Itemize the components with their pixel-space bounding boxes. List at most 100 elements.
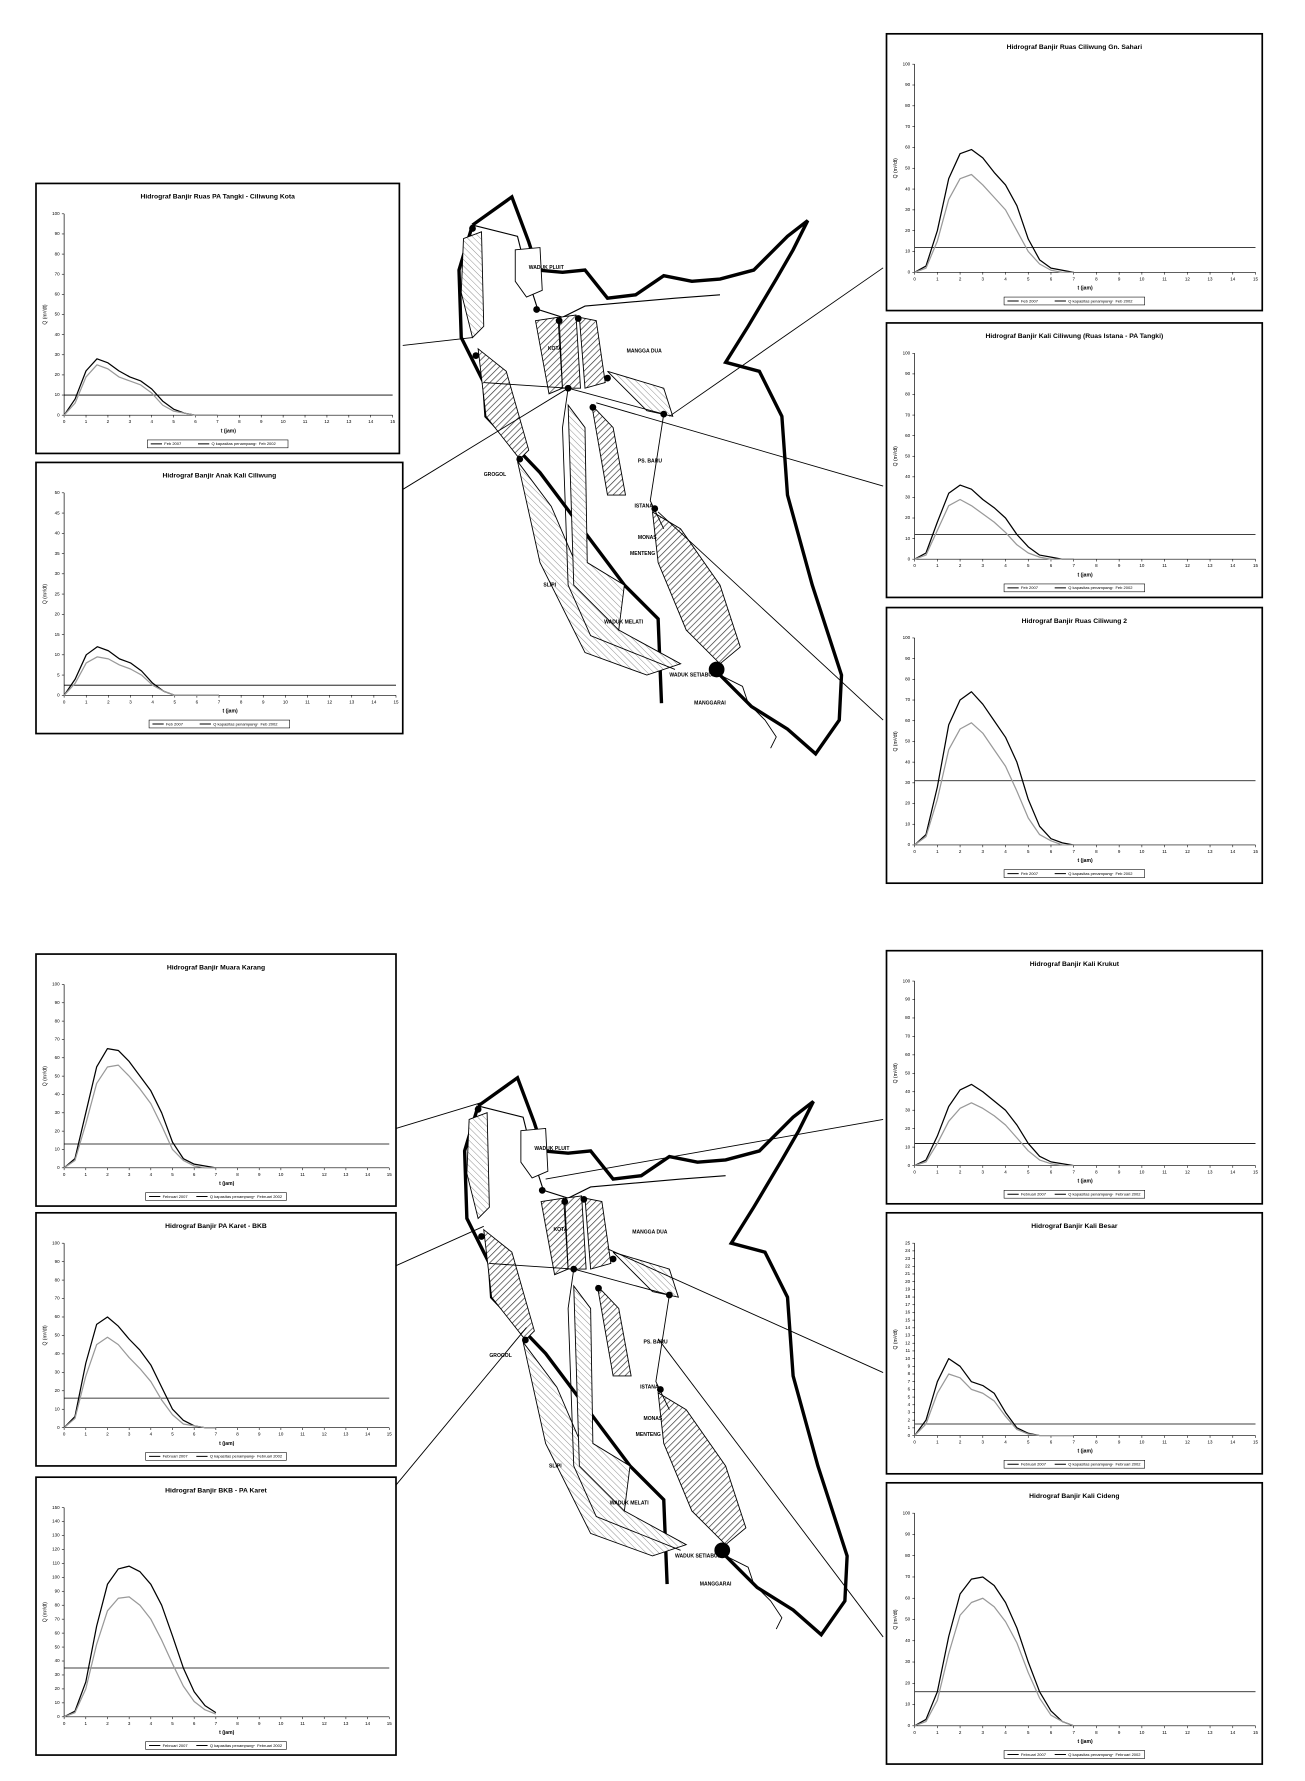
x-tick-label: 6	[193, 1721, 196, 1726]
x-tick-label: 0	[913, 276, 916, 281]
legend-label: Q kapasitas penampang	[1068, 1462, 1112, 1467]
y-tick-label: 70	[905, 412, 911, 417]
y-tick-label: 100	[52, 982, 60, 987]
node	[651, 505, 659, 512]
catchment-zone	[591, 403, 627, 496]
legend-label: Q kapasitas penampang	[210, 1194, 254, 1199]
map-label: KOTA	[548, 346, 562, 352]
map-label: MANGGA DUA	[632, 1229, 667, 1235]
x-tick-label: 5	[171, 1432, 174, 1437]
x-tick-label: 13	[1208, 1170, 1214, 1175]
chart-title: Hidrograf Banjir BKB - PA Karet	[165, 1487, 267, 1494]
catchment-zone	[483, 1228, 535, 1341]
chart-title: Hidrograf Banjir Ruas Ciliwung 2	[1022, 618, 1128, 625]
y-tick-label: 50	[905, 165, 911, 170]
x-tick-label: 2	[106, 1432, 109, 1437]
node	[555, 317, 563, 325]
series-line	[63, 1047, 216, 1169]
y-tick-label: 60	[55, 1055, 61, 1060]
series-line	[914, 1373, 1074, 1437]
legend-box	[145, 1452, 287, 1461]
y-tick-label: 0	[57, 1425, 60, 1430]
y-tick-label: 60	[55, 1630, 61, 1635]
x-tick-label: 0	[63, 699, 66, 704]
river	[489, 1262, 783, 1630]
x-tick-label: 12	[1185, 1730, 1191, 1735]
node	[522, 1336, 529, 1344]
y-tick-label: 70	[905, 697, 911, 702]
series-line	[63, 364, 218, 416]
x-tick-label: 10	[1139, 1440, 1145, 1445]
x-tick-label: 7	[1072, 1440, 1075, 1445]
y-tick-label: 80	[905, 1553, 911, 1558]
node	[660, 410, 668, 418]
legend-box	[1003, 869, 1145, 878]
legend-label: Feb 2002	[1115, 585, 1133, 590]
y-tick-label: 0	[908, 1723, 911, 1728]
x-tick-label: 3	[128, 1432, 131, 1437]
y-tick-label: 70	[55, 1296, 61, 1301]
x-tick-label: 2	[106, 1721, 109, 1726]
y-tick-label: 16	[905, 1310, 911, 1315]
x-tick-label: 3	[128, 1172, 131, 1177]
y-tick-label: 1	[908, 1425, 911, 1430]
y-tick-label: 80	[55, 251, 61, 256]
y-tick-label: 30	[55, 571, 61, 576]
y-tick-label: 20	[55, 612, 61, 617]
y-tick-label: 0	[908, 842, 911, 847]
y-tick-label: 5	[908, 1394, 911, 1399]
x-tick-label: 7	[215, 1172, 218, 1177]
y-tick-label: 70	[905, 1034, 911, 1039]
x-tick-label: 0	[913, 1170, 916, 1175]
map-label: GROGOL	[489, 1353, 511, 1359]
y-tick-label: 30	[55, 1370, 61, 1375]
map-coast	[472, 224, 721, 318]
map-label: WADUK PLUIT	[529, 265, 565, 271]
x-axis-label: t (jam)	[1077, 285, 1092, 291]
x-tick-label: 12	[1185, 1440, 1191, 1445]
x-tick-label: 1	[936, 1170, 939, 1175]
legend-box	[145, 1192, 287, 1201]
legend-label: Februari 2002	[257, 1194, 283, 1199]
legend-label: Q kapasitas penampang	[210, 1454, 254, 1459]
map-label: WADUK MELATI	[610, 1500, 649, 1506]
chart-title: Hidrograf Banjir Anak Kali Ciliwung	[162, 473, 276, 480]
catchment-zone	[567, 403, 625, 632]
y-tick-label: 40	[905, 186, 911, 191]
x-tick-label: 9	[1118, 276, 1121, 281]
x-tick-label: 0	[63, 419, 66, 424]
y-tick-label: 50	[905, 1617, 911, 1622]
x-tick-label: 11	[300, 1432, 305, 1437]
x-tick-label: 4	[1004, 1730, 1007, 1735]
x-tick-label: 15	[1253, 1730, 1259, 1735]
x-tick-label: 5	[1027, 1730, 1030, 1735]
leader-line	[395, 1225, 484, 1267]
y-tick-label: 80	[905, 677, 911, 682]
x-axis-label: t (jam)	[222, 708, 237, 714]
x-tick-label: 13	[1208, 276, 1214, 281]
x-axis-label: t (jam)	[219, 1181, 234, 1187]
y-axis-label: Q (m³/dt)	[893, 446, 899, 467]
x-tick-label: 11	[1162, 276, 1167, 281]
y-tick-label: 0	[57, 412, 60, 417]
y-tick-label: 100	[903, 635, 911, 640]
x-tick-label: 4	[1004, 849, 1007, 854]
y-tick-label: 100	[52, 1575, 60, 1580]
x-tick-label: 3	[982, 563, 985, 568]
x-tick-label: 4	[151, 699, 154, 704]
y-axis-label: Q (m³/dt)	[42, 304, 48, 325]
node	[609, 1255, 617, 1263]
x-tick-label: 3	[129, 419, 132, 424]
x-tick-label: 4	[1004, 563, 1007, 568]
legend-label: Feb 2002	[1115, 298, 1133, 303]
y-axis-label: Q (m³/dt)	[42, 1066, 48, 1087]
y-tick-label: 60	[905, 1595, 911, 1600]
x-tick-label: 5	[1027, 1170, 1030, 1175]
y-tick-label: 120	[52, 1547, 60, 1552]
legend-label: Februari 2007	[163, 1454, 189, 1459]
series-line	[914, 148, 1074, 273]
legend-box	[1003, 1750, 1145, 1759]
y-tick-label: 40	[905, 474, 911, 479]
node	[580, 1195, 588, 1203]
chart: Hidrograf Banjir Kali Krukut010203040506…	[885, 949, 1264, 1205]
